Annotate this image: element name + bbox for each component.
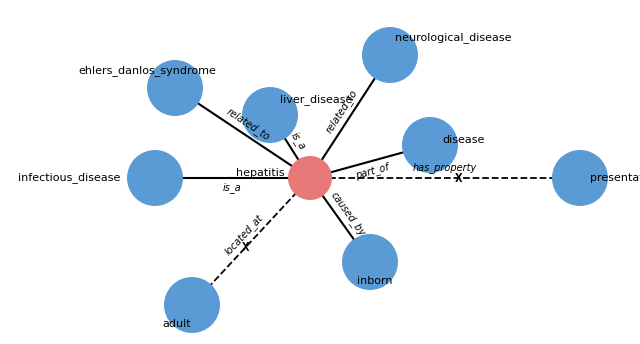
Text: X: X [455, 172, 462, 184]
Circle shape [242, 87, 298, 143]
Text: located_at: located_at [222, 212, 265, 257]
Text: disease: disease [442, 135, 484, 145]
Text: caused_by: caused_by [329, 190, 367, 238]
Text: neurological_disease: neurological_disease [395, 32, 511, 43]
Circle shape [147, 60, 203, 116]
Text: ehlers_danlos_syndrome: ehlers_danlos_syndrome [78, 65, 216, 76]
Text: adult: adult [163, 319, 191, 329]
Text: liver_disease: liver_disease [280, 94, 353, 105]
Circle shape [342, 234, 398, 290]
Circle shape [552, 150, 608, 206]
Circle shape [402, 117, 458, 173]
Text: related_to: related_to [323, 87, 360, 135]
Text: has_property: has_property [413, 163, 477, 173]
Text: hepatitis: hepatitis [236, 168, 285, 178]
Text: is_a: is_a [223, 183, 242, 193]
Circle shape [362, 27, 418, 83]
Text: inborn: inborn [357, 276, 393, 286]
Text: infectious_disease: infectious_disease [18, 173, 120, 183]
Text: is_a: is_a [289, 130, 308, 152]
Circle shape [164, 277, 220, 333]
Circle shape [127, 150, 183, 206]
Text: related_to: related_to [225, 106, 272, 143]
Circle shape [288, 156, 332, 200]
Text: part_of: part_of [355, 161, 390, 181]
Text: X: X [241, 241, 249, 254]
Text: presentation: presentation [590, 173, 640, 183]
